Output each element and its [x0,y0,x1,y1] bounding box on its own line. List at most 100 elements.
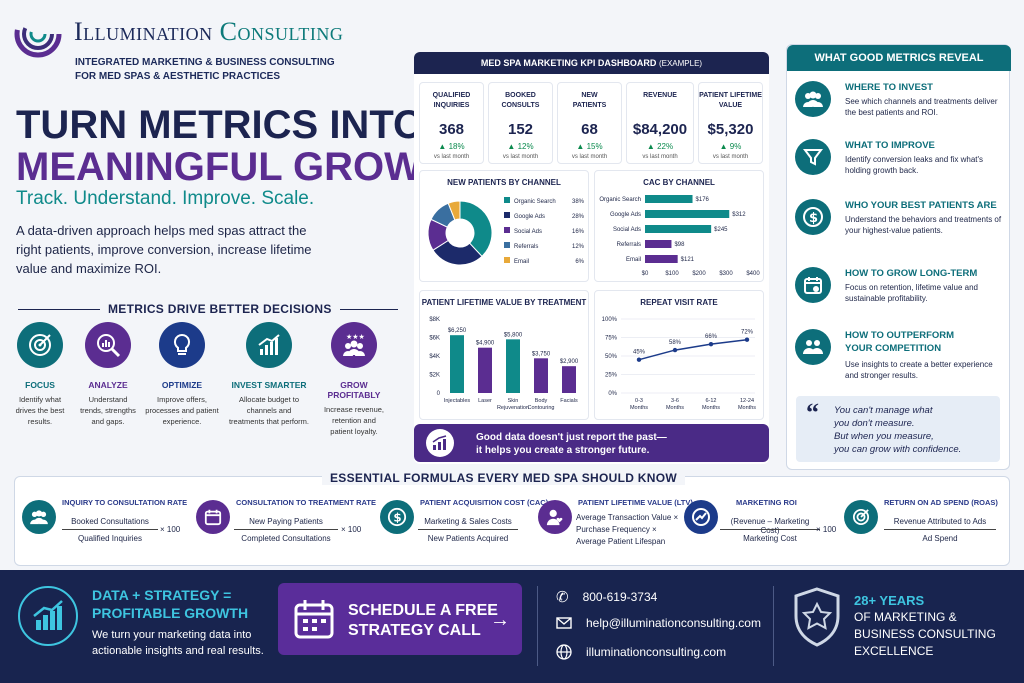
kpi-note: vs last month [642,154,678,160]
metric-title: ANALYZE [88,380,128,390]
banner-line-1: Good data doesn't just report the past— [476,432,667,443]
formula-line: Average Transaction Value × [576,513,679,522]
tick-label: $8K [429,317,440,323]
email-link[interactable]: help@illuminationconsulting.com [556,616,761,630]
kpi-change-text: 18% [448,142,465,151]
tick-label: $200 [692,271,706,277]
kpi-card: PATIENT LIFETIME VALUE $5,320 ▲ 9% vs la… [698,82,763,164]
metric-card-grow: ★★★ GROW PROFITABLY Increase revenue, re… [314,322,394,437]
dashboard-title: MED SPA MARKETING KPI DASHBOARD (EXAMPLE… [414,52,769,74]
category-label: Social Ads [613,227,641,233]
kpi-change-text: 15% [586,142,603,151]
point-label: 58% [669,340,682,346]
calendar-icon [196,500,230,534]
formula-numerator: New Paying Patients [249,517,323,526]
kpi-value: $84,200 [632,121,688,138]
reveal-item-desc: Understand the behaviors and treatments … [845,215,1002,235]
data-point [636,357,642,362]
quote-mark-icon: “ [806,398,819,427]
category-label: Months [702,405,720,411]
formula-card: RETURN ON AD SPEND (ROAS) Revenue Attrib… [844,496,1004,560]
brand-logo-icon [14,10,62,58]
formula-line: Average Patient Lifespan [576,537,666,546]
website-link[interactable]: illuminationconsulting.com [556,644,726,660]
kpi-change: ▲ 22% [627,142,693,151]
banner-line-2: it helps you create a stronger future. [476,445,650,456]
category-label: Rejuvenation [497,405,529,411]
tick-label: $400 [746,271,760,277]
formula-numerator: Booked Consultations [71,517,149,526]
bar [645,225,712,233]
bar [645,210,730,218]
formula-title: CONSULTATION TO TREATMENT RATE [236,498,376,507]
data-point [744,337,750,342]
legend-label: Referrals [514,244,538,250]
quote-line: you don't measure. [834,418,915,429]
bar-label: $2,900 [560,359,579,365]
hero-title-line-2: MEANINGFUL GROWTH [16,145,476,189]
reveal-item-title: HOW TO OUTPERFORM YOUR COMPETITION [845,330,955,354]
kpi-note: vs last month [502,154,539,160]
slice-label: 12% [572,244,585,250]
reveal-item-desc: Focus on retention, lifetime value and s… [845,283,978,303]
tick-label: $4K [429,354,440,360]
kpi-change: ▲ 18% [420,142,483,151]
reveal-item-title: WHO YOUR BEST PATIENTS ARE [845,200,997,211]
tick-label: $100 [665,271,679,277]
chart-title: NEW PATIENTS BY CHANNEL [447,178,561,187]
reveal-item: $ WHO YOUR BEST PATIENTS ARE Understand … [795,199,1005,259]
formula-title: INQUIRY TO CONSULTATION RATE [62,498,188,507]
chart-title: CAC BY CHANNEL [643,178,715,187]
category-label: Referrals [617,242,641,248]
up-arrow-icon: ▲ [719,142,728,151]
legend-swatch [504,227,510,233]
metric-card-focus: FOCUS Identify what drives the best resu… [2,322,78,427]
growth-chart-icon [246,322,292,368]
kpi-change-text: 9% [729,142,742,151]
kpi-change-text: 22% [657,142,674,151]
phone-link[interactable]: ✆ 800-619-3734 [556,588,657,606]
schedule-call-button[interactable]: SCHEDULE A FREE STRATEGY CALL → [278,583,522,655]
brand-word-1: Illumination [74,17,213,46]
up-arrow-icon: ▲ [646,142,655,151]
tagline: INTEGRATED MARKETING & BUSINESS CONSULTI… [75,56,355,84]
tick-label: 50% [605,354,618,360]
reveal-item: HOW TO OUTPERFORM YOUR COMPETITION Use i… [795,329,1005,389]
metric-title: FOCUS [25,380,55,390]
point-label: 45% [633,350,646,356]
category-label: Organic Search [599,197,641,203]
bar [645,240,672,248]
reveal-item-title: HOW TO GROW LONG-TERM [845,268,978,279]
tick-label: $6K [429,336,440,342]
metric-desc: Understand trends, strengths and gaps. [80,395,136,426]
slice-label: 6% [575,259,584,265]
pie-slice [447,200,461,221]
kpi-value: 152 [507,121,534,138]
metric-title: GROW PROFITABLY [327,380,381,400]
formula-multiplier: × 100 [816,525,837,534]
target-icon [17,322,63,368]
tick-label: 0% [608,391,617,397]
group-heart-icon [795,329,831,365]
funnel-icon [795,139,831,175]
calendar-icon [292,597,336,641]
ltv-bar-panel: PATIENT LIFETIME VALUE BY TREATMENT 0 $2K… [419,290,589,420]
people-icon [22,500,56,534]
bar [562,366,576,393]
chart-up-icon [426,429,454,457]
kpi-note: vs last month [433,154,470,160]
fraction-bar [884,529,996,530]
slice-label: 38% [572,199,585,205]
tagline-line-2: FOR MED SPAS & AESTHETIC PRACTICES [75,71,281,82]
up-arrow-icon: ▲ [507,142,516,151]
data-point [708,341,714,347]
hero-title-line-1: TURN METRICS INTO [16,103,425,147]
category-label: Email [626,257,641,263]
up-arrow-icon: ▲ [438,142,447,151]
formula-title: PATIENT ACQUISITION COST (CAC) [420,498,549,507]
metric-title: INVEST SMARTER [231,380,307,390]
brand-name: Illumination Consulting [74,17,343,47]
bar-label: $98 [674,242,685,248]
footer-heading: DATA + STRATEGY = PROFITABLE GROWTH [92,586,248,622]
svg-text:$: $ [393,511,401,525]
